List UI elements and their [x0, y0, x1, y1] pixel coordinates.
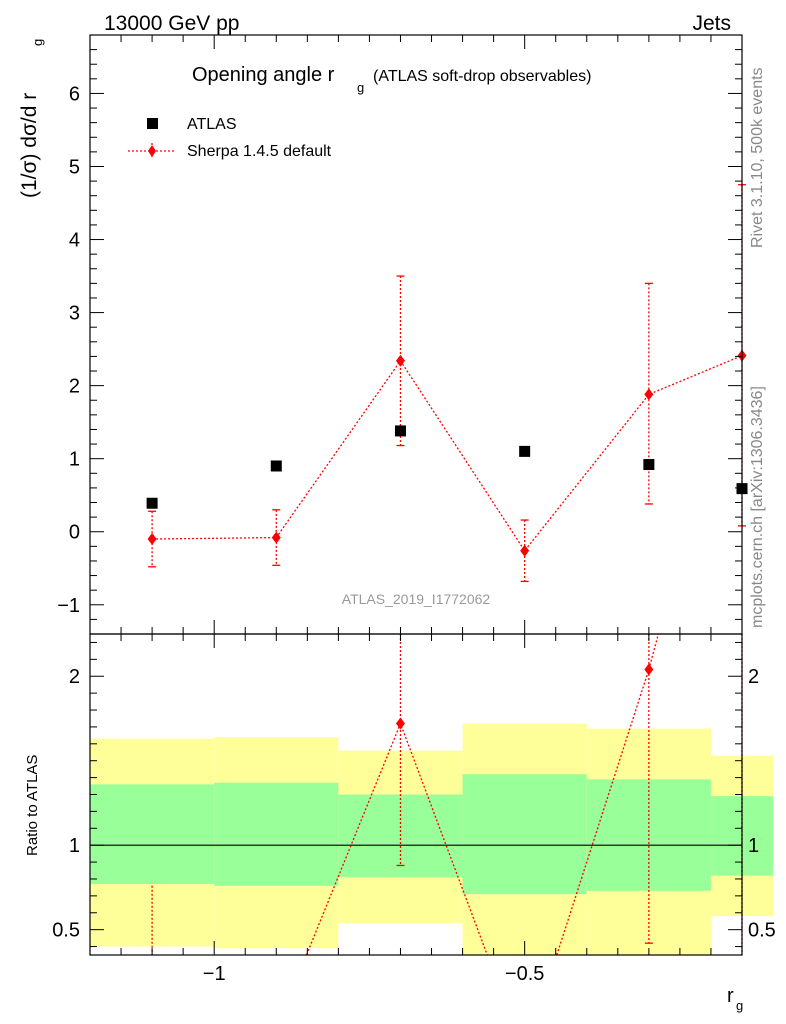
ratio-xlabel: r g	[727, 985, 743, 1013]
atlas-point-1	[270, 460, 282, 472]
mcplots-label: mcplots.cern.ch [arXiv:1306.3436]	[749, 386, 766, 628]
ratio-xtick-label-1: −0.5	[505, 963, 544, 985]
ratio-ytick-label-right-1: 1	[748, 835, 759, 857]
legend-atlas-marker	[147, 118, 158, 129]
legend-atlas-label: ATLAS	[187, 116, 237, 133]
main-ytick-label-5: 4	[69, 230, 80, 252]
analysis-watermark: ATLAS_2019_I1772062	[342, 591, 491, 607]
legend-sherpa-marker	[148, 145, 156, 157]
main-ytick-label-3: 2	[69, 376, 80, 398]
sherpa-point-1	[271, 531, 281, 544]
atlas-point-3	[519, 445, 531, 457]
main-ytick-label-4: 3	[69, 303, 80, 325]
ratio-band-green-0	[90, 784, 215, 885]
ratio-sherpa-point-4	[644, 663, 654, 676]
legend-sherpa-label: Sherpa 1.4.5 default	[187, 143, 332, 160]
main-ytick-label-7: 6	[69, 83, 80, 105]
sherpa-point-0	[147, 533, 157, 546]
ratio-xtick-label-0: −1	[203, 963, 226, 985]
ratio-ytick-label-left-0: 0.5	[52, 920, 80, 942]
ratio-band-green-3	[462, 774, 587, 895]
sherpa-point-2	[395, 354, 405, 367]
title-sub: g	[357, 80, 364, 95]
title-text: Opening angle r	[192, 64, 335, 86]
main-ylabel: (1/σ) dσ/d r g	[18, 39, 45, 198]
ratio-band-green-1	[214, 782, 339, 886]
header-right: Jets	[692, 12, 731, 35]
ratio-ylabel: Ratio to ATLAS	[24, 755, 41, 856]
atlas-point-4	[643, 459, 655, 471]
legend: ATLAS Sherpa 1.4.5 default	[128, 116, 332, 160]
main-ytick-label-2: 1	[69, 449, 80, 471]
main-ylabel-sub: g	[30, 39, 45, 46]
header-left: 13000 GeV pp	[104, 12, 239, 35]
title-suffix: (ATLAS soft-drop observables)	[373, 68, 591, 85]
ratio-ylabel-text: Ratio to ATLAS	[24, 755, 41, 856]
main-ytick-label-6: 5	[69, 156, 80, 178]
main-ytick-label-0: −1	[57, 595, 80, 617]
main-ytick-label-1: 0	[69, 522, 80, 544]
ratio-ytick-label-left-1: 1	[69, 835, 80, 857]
sherpa-line	[152, 355, 742, 552]
atlas-point-2	[394, 425, 406, 437]
rivet-label: Rivet 3.1.10, 500k events	[749, 67, 766, 248]
plot-title: Opening angle r g (ATLAS soft-drop obser…	[192, 64, 591, 95]
ratio-ytick-label-right-0: 0.5	[748, 920, 776, 942]
ratio-sherpa-point-2	[395, 717, 405, 730]
atlas-point-0	[146, 497, 158, 509]
ratio-ytick-label-right-2: 2	[748, 666, 759, 688]
main-ylabel-text: (1/σ) dσ/d r	[18, 93, 41, 198]
ratio-xlabel-text: r	[727, 985, 734, 1007]
sherpa-point-3	[520, 544, 530, 557]
sherpa-point-4	[644, 388, 654, 401]
ratio-ytick-label-left-2: 2	[69, 666, 80, 688]
ratio-xlabel-sub: g	[736, 998, 743, 1013]
